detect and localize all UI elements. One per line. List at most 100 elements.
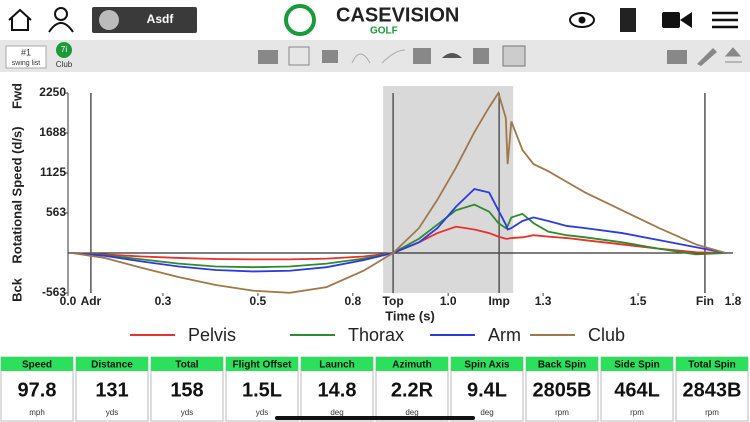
- x-tick-label: 0.0: [60, 294, 77, 308]
- stat-header: [1, 357, 73, 371]
- stat-header: [226, 357, 298, 371]
- y-tick-label: 1688: [39, 125, 66, 139]
- toolbar-icons: [258, 45, 742, 67]
- series-line: [71, 225, 726, 261]
- swing-list-label: swing list: [12, 60, 40, 67]
- tool-icon[interactable]: [351, 53, 371, 64]
- y-axis-label: Rotational Speed (d/s): [9, 126, 24, 263]
- stat-label: Flight Offset: [233, 360, 293, 371]
- stat-unit: rpm: [555, 408, 569, 417]
- logo-subtext: GOLF: [370, 26, 398, 37]
- tool-icon[interactable]: [502, 45, 526, 67]
- camera-icon[interactable]: [662, 12, 692, 28]
- x-tick-label: 1.3: [535, 294, 552, 308]
- stat-value: 464L: [614, 379, 660, 401]
- stat-label: Spin Axis: [464, 360, 510, 371]
- tool-icon[interactable]: [473, 48, 489, 64]
- stat-header: [676, 357, 748, 371]
- y-tick-label: 563: [46, 205, 66, 219]
- stat-value: 2.2R: [391, 379, 434, 401]
- device-icon[interactable]: [620, 8, 636, 32]
- stat-label: Azimuth: [392, 360, 431, 371]
- stat-value: 1.5L: [242, 379, 282, 401]
- stat-header: [376, 357, 448, 371]
- stat-value: 9.4L: [467, 379, 507, 401]
- stat-unit: rpm: [705, 408, 719, 417]
- tool-icon[interactable]: [697, 48, 717, 66]
- stat-unit: deg: [405, 408, 418, 417]
- stat-label: Launch: [319, 360, 355, 371]
- series-line: [71, 187, 726, 273]
- logo-text: CASEVISION: [336, 4, 459, 26]
- tool-icon[interactable]: [288, 46, 310, 66]
- tool-icon[interactable]: [667, 50, 687, 64]
- tool-icon[interactable]: [322, 50, 338, 63]
- toolbar: [0, 40, 750, 72]
- stat-value: 158: [170, 379, 203, 401]
- stat-label: Total Spin: [688, 360, 736, 371]
- stat-unit: yds: [106, 408, 118, 417]
- tool-icon[interactable]: [724, 47, 742, 63]
- stat-unit: rpm: [630, 408, 644, 417]
- swing-number: #1: [21, 47, 31, 57]
- stat-value: 14.8: [318, 379, 357, 401]
- y-bottom-label: Bck: [9, 277, 24, 302]
- tool-icon[interactable]: [258, 50, 278, 64]
- legend-label: Thorax: [348, 325, 404, 345]
- stat-header: [76, 357, 148, 371]
- y-top-label: Fwd: [9, 83, 24, 109]
- stat-value: 131: [95, 379, 128, 401]
- x-tick-label: 1.0: [440, 294, 457, 308]
- stat-label: Total: [175, 360, 198, 371]
- legend-label: Club: [588, 325, 625, 345]
- stat-value: 97.8: [18, 379, 57, 401]
- phase-label: Adr: [81, 294, 102, 308]
- impact-zone: [383, 86, 514, 293]
- club-badge-text: 7i: [61, 45, 67, 54]
- stat-header: [601, 357, 673, 371]
- stat-label: Back Spin: [538, 360, 586, 371]
- stat-unit: yds: [256, 408, 268, 417]
- stat-header: [526, 357, 598, 371]
- stat-header: [301, 357, 373, 371]
- stat-header: [151, 357, 223, 371]
- profile-button[interactable]: [92, 7, 197, 33]
- stat-unit: deg: [330, 408, 343, 417]
- avatar: [99, 10, 119, 30]
- phase-label: Imp: [488, 294, 509, 308]
- club-label: Club: [56, 60, 73, 69]
- logo: CASEVISION GOLF: [284, 4, 459, 37]
- profile-icon[interactable]: [48, 7, 74, 33]
- phase-label: Top: [383, 294, 404, 308]
- stats-row: Speed 97.8 mph Distance 131 yds Total 158 yds Fli…: [0, 356, 749, 422]
- swing-list-button[interactable]: [5, 45, 47, 69]
- stat-unit: yds: [181, 408, 193, 417]
- tool-icon[interactable]: [442, 53, 462, 58]
- x-tick-label: 1.5: [630, 294, 647, 308]
- y-tick-label: 1125: [40, 165, 66, 179]
- stat-unit: deg: [480, 408, 493, 417]
- stat-label: Distance: [91, 360, 133, 371]
- stat-label: Speed: [22, 360, 52, 371]
- stat-value: 2805B: [533, 379, 592, 401]
- stat-unit: mph: [29, 408, 45, 417]
- view-icon[interactable]: [569, 12, 595, 28]
- tool-icon[interactable]: [381, 49, 406, 64]
- x-axis-label: Time (s): [385, 308, 435, 323]
- x-tick-label: 0.5: [250, 294, 267, 308]
- profile-name: Asdf: [147, 12, 175, 26]
- series-line: [71, 203, 726, 269]
- y-tick-label: -563: [42, 285, 66, 299]
- stat-value: 2843B: [683, 379, 742, 401]
- club-badge[interactable]: [56, 42, 72, 58]
- home-icon[interactable]: [8, 8, 32, 31]
- phase-label: Fin: [696, 294, 714, 308]
- chart: -563 563 1125 1688 2250 0.0 0.3 0.5 0.8 1.0 1.3 1.5…: [9, 83, 741, 345]
- menu-icon[interactable]: [712, 11, 738, 29]
- legend-label: Pelvis: [188, 325, 236, 345]
- x-tick-label: 0.3: [155, 294, 172, 308]
- stat-label: Side Spin: [614, 360, 660, 371]
- tool-icon[interactable]: [413, 48, 431, 64]
